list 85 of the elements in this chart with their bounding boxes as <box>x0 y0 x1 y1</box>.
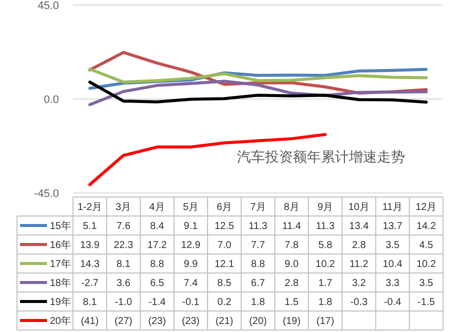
data-label: 11.4 <box>282 221 302 232</box>
data-label: -1.0 <box>114 297 133 308</box>
data-label: 8.8 <box>150 259 164 270</box>
data-label: 6.5 <box>150 278 164 289</box>
data-label: 1.7 <box>318 278 333 289</box>
data-label: 7.8 <box>284 240 300 251</box>
data-label: -0.3 <box>350 297 368 308</box>
data-label: 7.6 <box>116 221 131 232</box>
data-label: 13.7 <box>382 221 403 232</box>
data-label: 10.4 <box>382 259 403 270</box>
data-label: 14.2 <box>416 221 436 232</box>
data-label: 1.5 <box>284 297 300 308</box>
data-label: (20) <box>249 316 267 327</box>
data-label: -1.5 <box>418 297 436 308</box>
legend-label: 19年 <box>50 296 71 308</box>
data-label: 3.6 <box>116 278 131 289</box>
data-label: 3.5 <box>419 278 434 289</box>
data-label: (27) <box>114 316 132 327</box>
x-tick-label: 1-2月 <box>78 202 102 213</box>
data-label: 1.8 <box>318 297 333 308</box>
x-tick-label: 4月 <box>149 202 165 213</box>
data-label: 5.8 <box>318 240 333 251</box>
data-label: (41) <box>80 316 99 327</box>
line-series <box>88 68 428 84</box>
data-label: 8.5 <box>217 278 232 289</box>
data-label: 8.8 <box>251 259 266 270</box>
data-label: -0.4 <box>384 297 402 308</box>
data-label: 11.2 <box>350 259 369 270</box>
data-label: 4.5 <box>419 240 434 251</box>
x-tick-label: 5月 <box>182 202 199 213</box>
x-tick-label: 9月 <box>317 202 334 213</box>
data-label: 2.8 <box>284 278 300 289</box>
data-label: 1.8 <box>251 297 266 308</box>
data-label: 0.2 <box>217 297 232 308</box>
data-label: 13.4 <box>349 221 370 232</box>
data-label: 8.4 <box>150 221 164 232</box>
data-label: -0.1 <box>182 297 200 308</box>
data-label: 9.1 <box>184 221 198 232</box>
legend-label: 20年 <box>50 315 71 327</box>
data-label: 9.9 <box>184 259 198 270</box>
x-tick-label: 12月 <box>416 202 437 213</box>
data-label: 9.0 <box>284 259 300 270</box>
data-label: 6.7 <box>251 278 266 289</box>
y-tick-label: 0.0 <box>44 94 59 106</box>
data-label: 12.5 <box>214 221 235 232</box>
data-label: 3.3 <box>386 278 400 289</box>
data-label: 7.7 <box>251 240 266 251</box>
x-tick-label: 7月 <box>250 202 266 213</box>
data-label: (23) <box>182 316 200 327</box>
legend-label: 18年 <box>50 277 71 289</box>
data-label: 8.1 <box>116 259 131 270</box>
data-label: 13.9 <box>80 240 100 251</box>
legend-label: 16年 <box>50 239 71 251</box>
x-tick-label: 6月 <box>216 202 232 213</box>
data-label: 7.0 <box>217 240 232 251</box>
x-tick-label: 11月 <box>382 202 403 213</box>
legend-label: 15年 <box>50 220 71 232</box>
data-label: (23) <box>148 316 166 327</box>
data-label: 12.9 <box>180 240 201 251</box>
data-label: 12.1 <box>214 259 235 270</box>
data-label: 11.3 <box>316 221 336 232</box>
data-label: 7.4 <box>184 278 198 289</box>
data-label: 8.1 <box>82 297 98 308</box>
data-label: 17.2 <box>147 240 168 251</box>
data-label: 3.5 <box>386 240 400 251</box>
y-tick-label: 45.0 <box>38 0 59 12</box>
x-tick-label: 10月 <box>348 202 370 213</box>
data-label: (21) <box>215 316 234 327</box>
data-label: (19) <box>282 316 301 327</box>
legend-label: 17年 <box>50 258 71 270</box>
data-label: (17) <box>316 316 334 327</box>
x-tick-label: 3月 <box>116 202 132 213</box>
y-tick-label: -45.0 <box>34 188 59 200</box>
data-label: 10.2 <box>416 259 436 270</box>
data-label: -2.7 <box>81 278 99 289</box>
data-label: 11.3 <box>248 221 268 232</box>
data-label: -1.4 <box>148 297 166 308</box>
data-label: 2.8 <box>352 240 366 251</box>
data-label: 3.2 <box>352 278 366 289</box>
x-tick-label: 8月 <box>284 202 300 213</box>
data-label: 5.1 <box>82 221 98 232</box>
text: 汽车投资额年累计增速走势 <box>236 148 405 165</box>
data-label: 10.2 <box>316 259 336 270</box>
data-label: 22.3 <box>114 240 134 251</box>
data-label: 14.3 <box>80 259 100 270</box>
